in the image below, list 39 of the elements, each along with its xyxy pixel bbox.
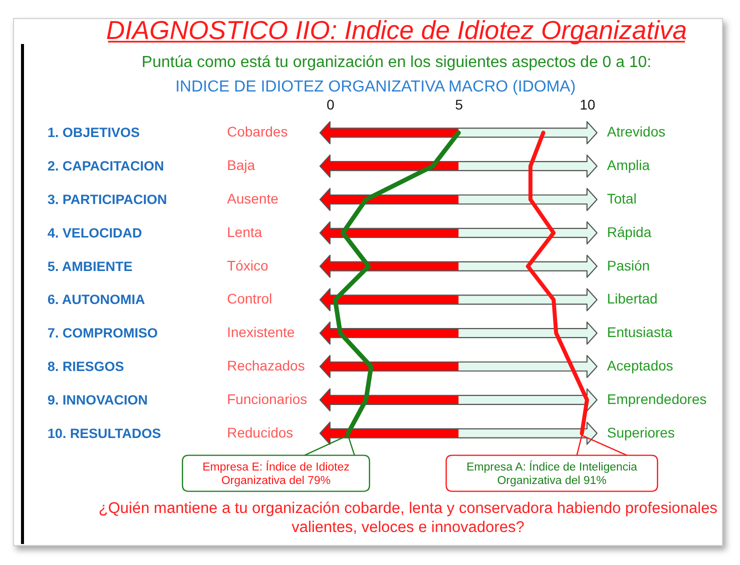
text: Baja xyxy=(227,157,256,174)
text: Funcionarios xyxy=(227,390,308,407)
x2-axis-title: INDICE DE IDIOTEZ ORGANIZATIVA MACRO (IDOMA) xyxy=(175,78,576,96)
y2-tick-label: Amplia xyxy=(607,157,650,174)
text: Inexistente xyxy=(227,324,295,340)
annotation: Empresa A: Índice de Inteligencia Organizativa del 91% xyxy=(466,460,638,487)
text: Ausente xyxy=(227,190,279,206)
y2-tick-label: Pasión xyxy=(607,257,650,274)
y-tick-label: 1. OBJETIVOS xyxy=(48,125,140,140)
y-tick-label: 8. RIESGOS xyxy=(48,359,124,374)
text: Reducidos xyxy=(227,424,294,440)
y2-tick-label: Superiores xyxy=(607,424,675,440)
y2-tick-label: Libertad xyxy=(607,290,658,307)
y2-tick-label: Entusiasta xyxy=(607,324,673,340)
x2-tick-label: 5 xyxy=(455,96,464,112)
y2-tick-label: Aceptados xyxy=(607,358,674,374)
y2-tick-label: Rápida xyxy=(607,224,652,240)
y-tick-label: 7. COMPROMISO xyxy=(48,326,158,341)
y-tick-label: 2. CAPACITACION xyxy=(48,158,164,174)
y-tick-label: 9. INNOVACION xyxy=(48,392,148,408)
y-tick-label: 6. AUTONOMIA xyxy=(48,292,146,308)
y2-tick-label: Emprendedores xyxy=(607,390,707,407)
text: Tóxico xyxy=(227,257,268,274)
text: Lenta xyxy=(227,224,262,240)
y-tick-label: 3. PARTICIPACION xyxy=(48,192,168,207)
text: Rechazados xyxy=(227,358,305,374)
text: Control xyxy=(227,290,272,307)
y-tick-label: 10. RESULTADOS xyxy=(48,426,162,441)
x2-tick-label: 0 xyxy=(326,96,335,112)
chart-title: DIAGNOSTICO IIO: Indice de Idiotez Organizativa xyxy=(106,15,687,45)
annotation: Empresa E: Índice de Idiotez Organizativa del 79% xyxy=(202,460,350,487)
y2-tick-label: Atrevidos xyxy=(607,124,666,140)
y-tick-label: 4. VELOCIDAD xyxy=(48,225,142,240)
y-tick-label: 5. AMBIENTE xyxy=(48,258,133,274)
y2-tick-label: Total xyxy=(607,190,637,206)
chart-subtitle: Puntúa como está tu organización en los siguientes aspectos de 0 a 10: xyxy=(142,54,652,71)
x2-tick-label: 10 xyxy=(580,96,596,112)
text: Cobardes xyxy=(227,124,288,140)
text: ¿Quién mantiene a tu organización cobarde, lenta y conservadora habiendo profesionales valientes, veloces e innovadores? xyxy=(98,500,718,536)
